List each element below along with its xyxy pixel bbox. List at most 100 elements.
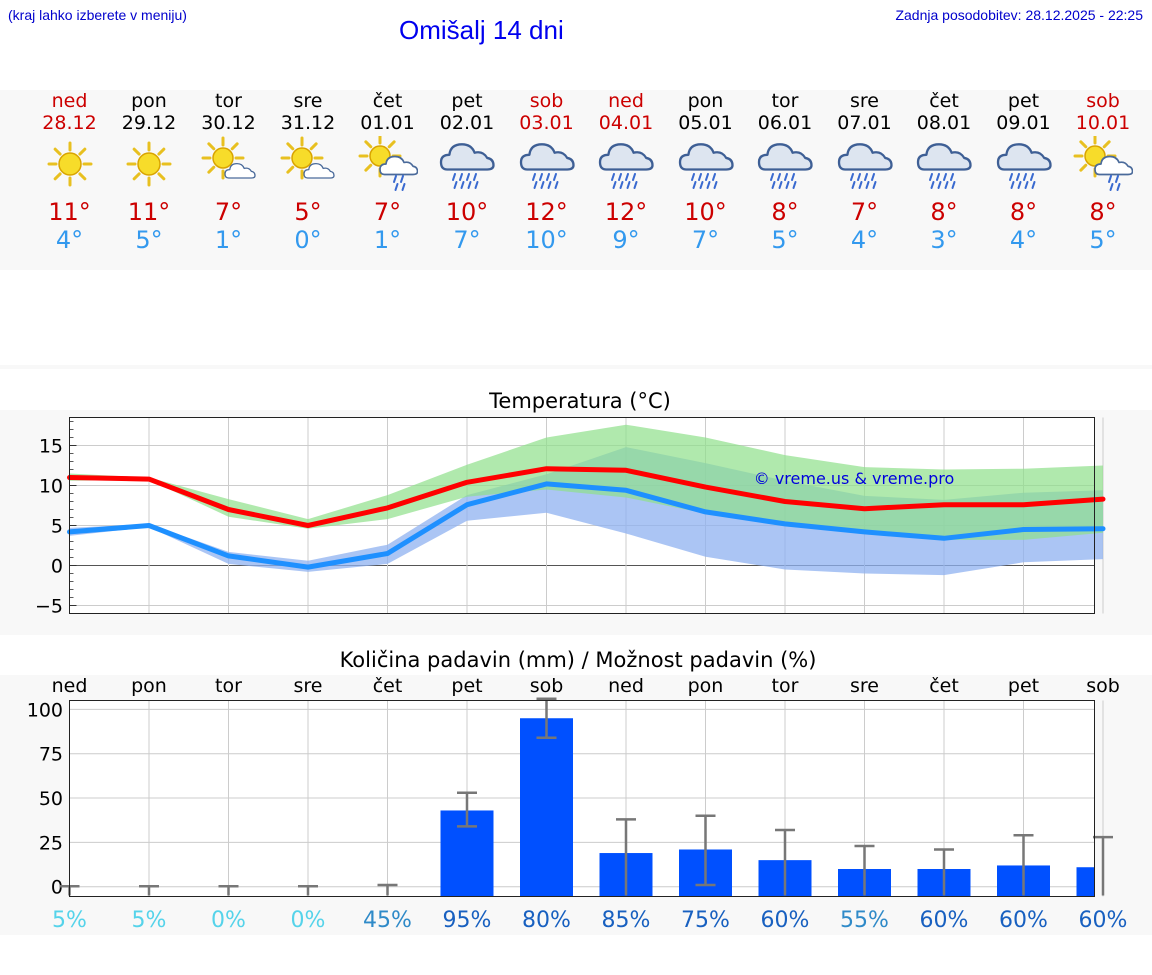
day-date: 06.01 [757,112,813,134]
page-title: Omišalj 14 dni [399,15,564,45]
forecast-day: pon 29.12 11° 5° [109,90,189,254]
day-date: 03.01 [519,112,574,134]
cloud-rain-icon [439,143,495,189]
max-temperature: 12° [604,198,648,226]
precipitation-probability: 60% [999,908,1048,933]
temperature-chart: Temperatura (°C) 15 10 5 0 −5 © vreme.us & vre… [35,389,1106,618]
day-name: sre [293,90,323,112]
x-category-label: sre [294,675,323,697]
error-bar [1093,835,1113,896]
x-category-label: ned [52,675,88,697]
max-temperature: 10° [684,198,727,226]
error-bar [298,884,318,896]
error-bar [854,844,875,896]
plot-frame [69,700,1095,897]
plot-frame [69,417,1095,614]
cloud-rain-icon [916,143,972,189]
y-tick-label: 50 [39,788,63,810]
separator-band [0,365,1152,369]
x-category-label: tor [772,675,799,697]
sun-icon [47,141,92,187]
y-tick-label: 15 [39,436,63,458]
cloud-rain-icon [837,143,893,189]
day-date: 04.01 [598,112,654,134]
error-bar [536,697,557,739]
forecast-day: sre 31.12 5° 0° [268,90,348,254]
y-tick-label: 75 [39,744,63,766]
day-date: 28.12 [42,112,97,134]
y-tick-label: 25 [39,832,63,854]
x-category-label: čet [373,675,403,697]
x-category-label: sob [1086,675,1120,697]
forecast-day: ned 28.12 11° 4° [30,90,110,254]
error-bar [1013,834,1034,896]
error-bar [218,884,239,896]
day-date: 09.01 [996,112,1051,134]
last-updated: Zadnja posodobitev: 28.12.2025 - 22:25 [895,7,1143,23]
min-temperature: 0° [294,226,322,254]
day-name: sob [529,90,564,112]
precipitation-probability: 75% [681,908,730,933]
x-category-label: pon [688,675,724,697]
min-temperature-band [69,447,1103,576]
precipitation-bar [1076,867,1095,897]
error-bar [775,828,795,896]
error-bar [616,818,636,896]
day-date: 29.12 [121,112,177,134]
y-tick-label: −5 [35,596,63,618]
min-temperature: 5° [771,226,799,254]
day-name: pon [687,90,724,112]
y-tick-label: 10 [39,476,63,498]
forecast-day: sob 03.01 12° 10° [507,90,587,254]
x-category-label: pet [451,675,482,697]
cloud-rain-icon [678,143,734,189]
precipitation-bar [520,718,573,897]
forecast-day: čet 08.01 8° 3° [904,90,984,254]
x-category-label: tor [215,675,242,697]
forecast-day: pet 09.01 8° 4° [984,90,1064,254]
day-name: sre [850,90,879,112]
min-temperature: 4° [55,226,84,254]
day-name: tor [771,90,799,112]
day-name: čet [372,90,403,112]
sun-cloud-rain-icon [1073,136,1133,191]
max-temperature: 8° [771,198,799,226]
forecast-day: pon 05.01 10° 7° [666,90,746,254]
precipitation-probability: 0% [291,908,326,933]
forecast-day: pet 02.01 10° 7° [427,90,507,254]
min-temperature: 4° [850,226,879,254]
day-name: pet [451,90,483,112]
error-bar [139,884,159,896]
min-temperature: 5° [1089,226,1117,254]
error-bar [377,883,398,896]
max-temperature: 7° [850,198,879,226]
cloud-rain-icon [757,143,813,189]
precipitation-probability: 45% [363,908,412,933]
min-temperature: 3° [930,226,958,254]
max-temperature: 10° [445,198,489,226]
max-temperature-line [67,466,1106,528]
day-date: 02.01 [439,112,495,134]
x-category-label: sre [850,675,879,697]
x-category-label: sob [530,675,564,697]
forecast-band [0,90,1152,270]
min-temperature: 4° [1009,226,1038,254]
day-date: 05.01 [678,112,733,134]
forecast-strip: ned 28.12 11° 4° pon 29.12 11° 5° tor 30.12 7° 1° sr… [0,90,1152,270]
day-date: 07.01 [837,112,892,134]
min-temperature: 7° [691,226,720,254]
day-name: tor [215,90,242,112]
forecast-day: tor 06.01 8° 5° [745,90,825,254]
x-category-label: pet [1008,675,1039,697]
forecast-day: tor 30.12 7° 1° [189,90,269,254]
min-temperature-line [67,481,1106,570]
sun-cloud-icon [280,136,335,180]
min-temperature: 1° [373,226,402,254]
precipitation-probability: 55% [840,908,889,933]
chart-title: Količina padavin (mm) / Možnost padavin … [340,648,817,672]
min-temperature: 5° [135,226,163,254]
precipitation-probability: 95% [443,908,492,933]
min-temperature: 1° [214,226,243,254]
error-bar [457,791,477,828]
x-category-label: pon [131,675,167,697]
